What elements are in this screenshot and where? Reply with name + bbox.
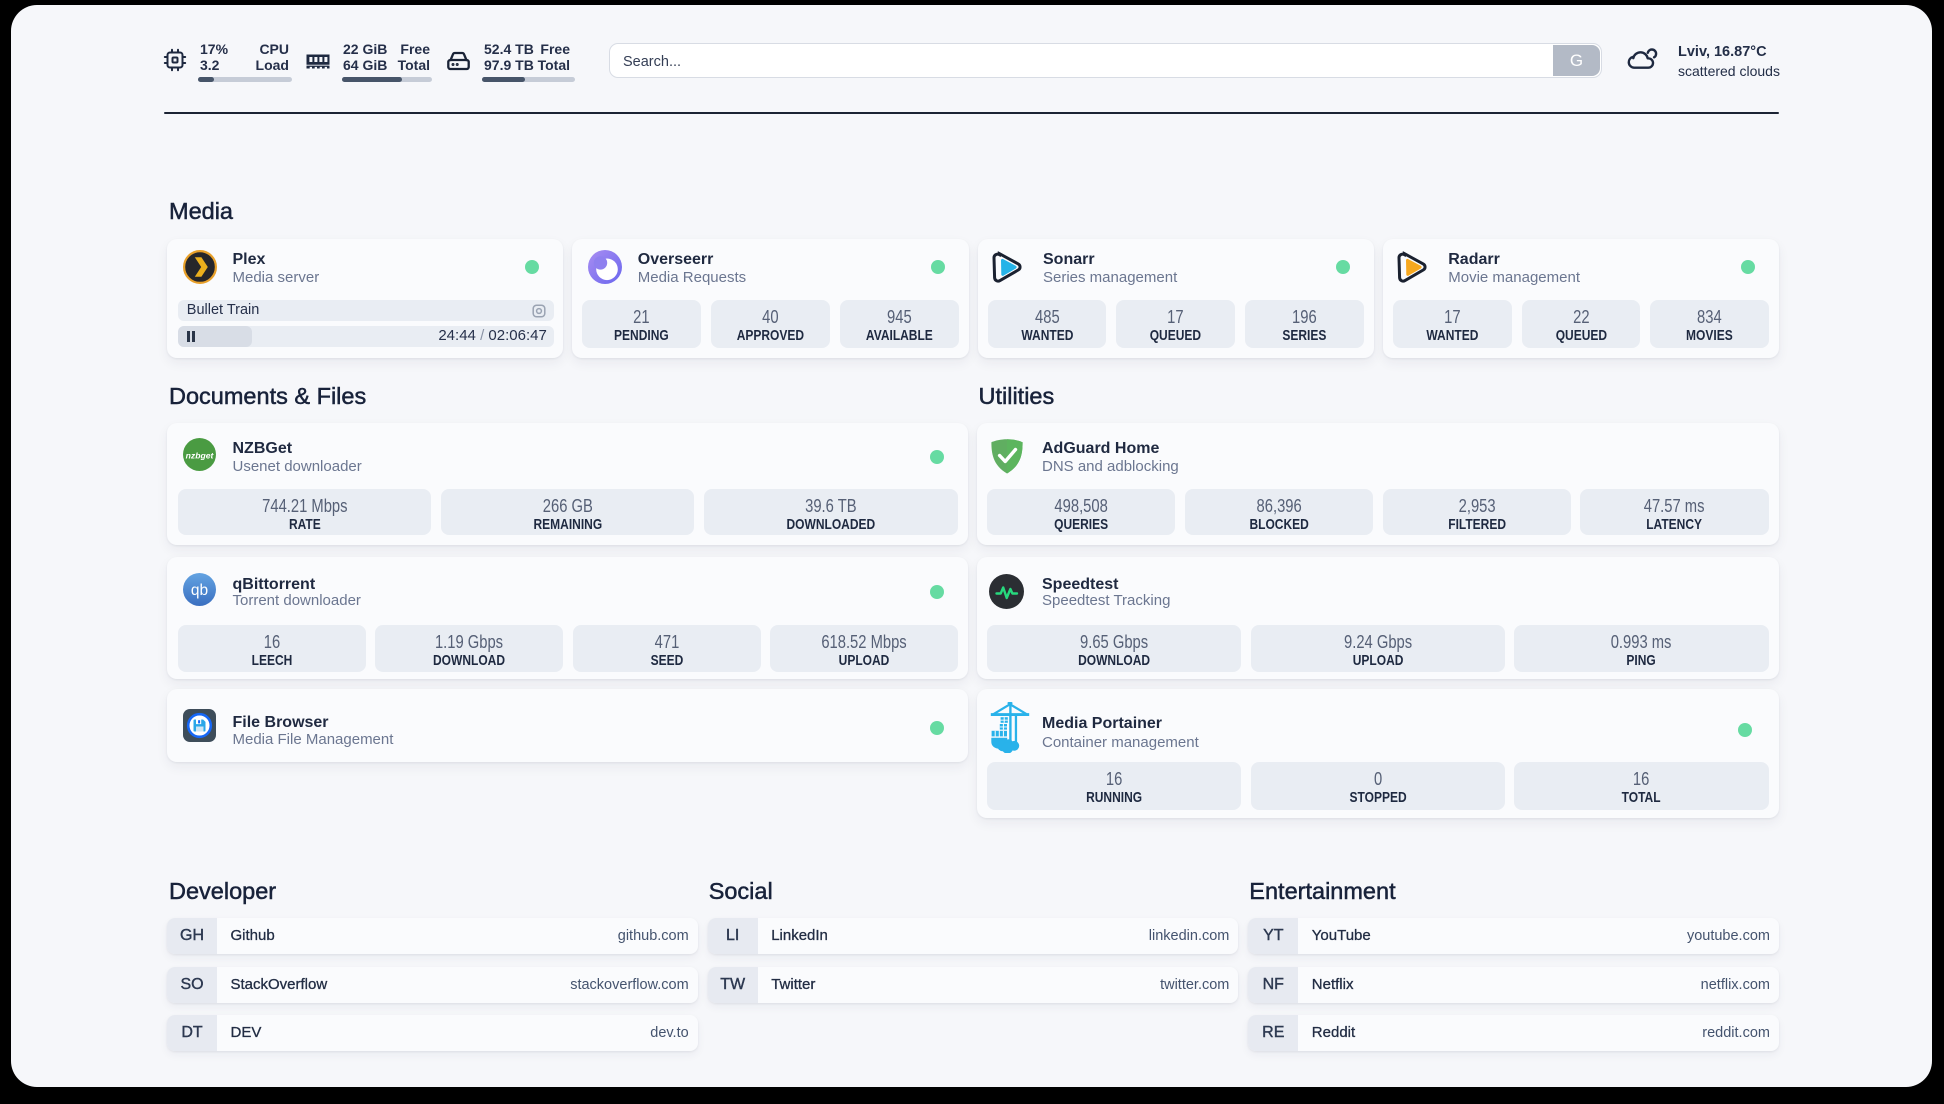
svg-text:qb: qb [191, 582, 208, 599]
svg-text:nzbget: nzbget [186, 450, 215, 460]
